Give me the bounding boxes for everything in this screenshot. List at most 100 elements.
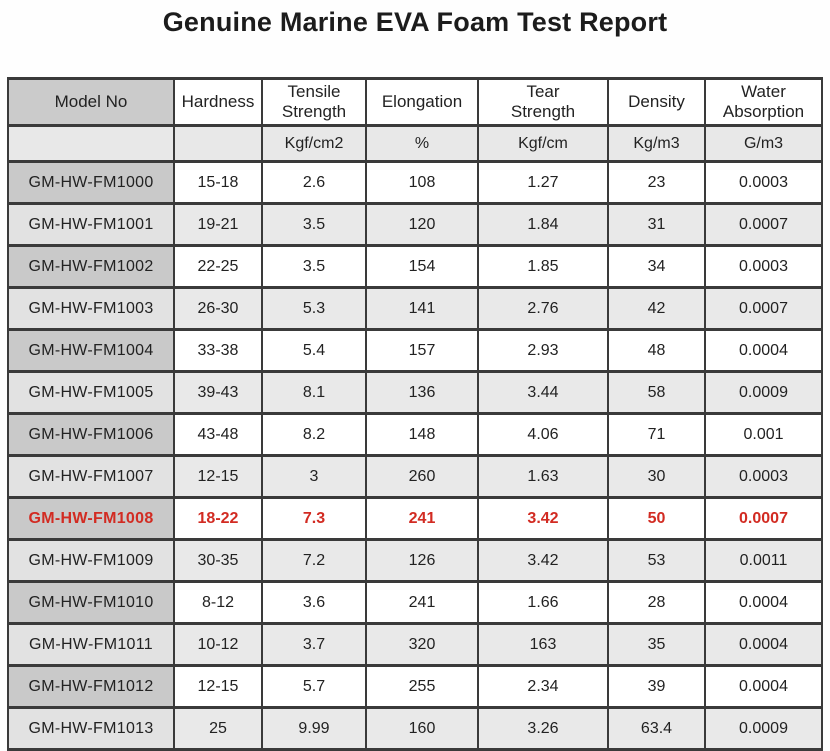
column-header-elongation: Elongation — [365, 77, 479, 127]
unit-cell-tear-strength: Kgf/cm — [477, 124, 609, 163]
cell-hardness: 15-18 — [173, 160, 263, 205]
cell-model-no: GM-HW-FM1009 — [7, 538, 175, 583]
column-header-water-absorption: Water Absorption — [704, 77, 823, 127]
cell-water-absorption: 0.0004 — [704, 622, 823, 667]
cell-elongation: 260 — [365, 454, 479, 499]
cell-water-absorption: 0.0011 — [704, 538, 823, 583]
table-row: GM-HW-FM1007 12-15 3 260 1.63 30 0.0003 — [7, 454, 823, 499]
column-header-tensile-strength: Tensile Strength — [261, 77, 367, 127]
table-row: GM-HW-FM1004 33-38 5.4 157 2.93 48 0.000… — [7, 328, 823, 373]
cell-density: 58 — [607, 370, 706, 415]
cell-hardness: 12-15 — [173, 664, 263, 709]
cell-tear-strength: 1.66 — [477, 580, 609, 625]
table-row: GM-HW-FM1010 8-12 3.6 241 1.66 28 0.0004 — [7, 580, 823, 625]
cell-elongation: 148 — [365, 412, 479, 457]
cell-tensile-strength: 3.6 — [261, 580, 367, 625]
cell-model-no: GM-HW-FM1008 — [7, 496, 175, 541]
cell-water-absorption: 0.0007 — [704, 286, 823, 331]
cell-model-no: GM-HW-FM1001 — [7, 202, 175, 247]
cell-tensile-strength: 9.99 — [261, 706, 367, 751]
cell-tensile-strength: 3.7 — [261, 622, 367, 667]
cell-tear-strength: 4.06 — [477, 412, 609, 457]
cell-tear-strength: 3.42 — [477, 496, 609, 541]
table-row: GM-HW-FM1013 25 9.99 160 3.26 63.4 0.000… — [7, 706, 823, 751]
cell-water-absorption: 0.0003 — [704, 160, 823, 205]
cell-density: 31 — [607, 202, 706, 247]
cell-hardness: 10-12 — [173, 622, 263, 667]
unit-cell-tensile-strength: Kgf/cm2 — [261, 124, 367, 163]
page-title: Genuine Marine EVA Foam Test Report — [162, 7, 668, 37]
unit-cell-density: Kg/m3 — [607, 124, 706, 163]
unit-cell-hardness — [173, 124, 263, 163]
cell-model-no: GM-HW-FM1010 — [7, 580, 175, 625]
cell-hardness: 26-30 — [173, 286, 263, 331]
cell-water-absorption: 0.0009 — [704, 370, 823, 415]
cell-tensile-strength: 7.3 — [261, 496, 367, 541]
cell-water-absorption: 0.0003 — [704, 454, 823, 499]
cell-density: 23 — [607, 160, 706, 205]
cell-density: 63.4 — [607, 706, 706, 751]
cell-tensile-strength: 5.4 — [261, 328, 367, 373]
cell-model-no: GM-HW-FM1012 — [7, 664, 175, 709]
unit-cell-model-no — [7, 124, 175, 163]
table-body: GM-HW-FM1000 15-18 2.6 108 1.27 23 0.000… — [7, 160, 823, 751]
column-header-tear-strength: Tear Strength — [477, 77, 609, 127]
cell-tensile-strength: 3 — [261, 454, 367, 499]
cell-model-no: GM-HW-FM1004 — [7, 328, 175, 373]
cell-hardness: 33-38 — [173, 328, 263, 373]
cell-model-no: GM-HW-FM1013 — [7, 706, 175, 751]
table-row: GM-HW-FM1000 15-18 2.6 108 1.27 23 0.000… — [7, 160, 823, 205]
cell-density: 39 — [607, 664, 706, 709]
cell-density: 42 — [607, 286, 706, 331]
cell-elongation: 108 — [365, 160, 479, 205]
units-row: Kgf/cm2 % Kgf/cm Kg/m3 G/m3 — [7, 124, 823, 163]
table-row: GM-HW-FM1005 39-43 8.1 136 3.44 58 0.000… — [7, 370, 823, 415]
table-row: GM-HW-FM1011 10-12 3.7 320 163 35 0.0004 — [7, 622, 823, 667]
cell-tensile-strength: 5.3 — [261, 286, 367, 331]
cell-tensile-strength: 5.7 — [261, 664, 367, 709]
cell-tear-strength: 163 — [477, 622, 609, 667]
table-header: Model No Hardness Tensile Strength Elong… — [7, 77, 823, 163]
cell-hardness: 8-12 — [173, 580, 263, 625]
cell-water-absorption: 0.0003 — [704, 244, 823, 289]
table-row: GM-HW-FM1009 30-35 7.2 126 3.42 53 0.001… — [7, 538, 823, 583]
cell-tear-strength: 1.84 — [477, 202, 609, 247]
table-row: GM-HW-FM1003 26-30 5.3 141 2.76 42 0.000… — [7, 286, 823, 331]
cell-elongation: 241 — [365, 580, 479, 625]
cell-model-no: GM-HW-FM1000 — [7, 160, 175, 205]
cell-model-no: GM-HW-FM1011 — [7, 622, 175, 667]
cell-elongation: 120 — [365, 202, 479, 247]
cell-hardness: 22-25 — [173, 244, 263, 289]
cell-hardness: 12-15 — [173, 454, 263, 499]
column-header-row: Model No Hardness Tensile Strength Elong… — [7, 77, 823, 127]
table-row: GM-HW-FM1012 12-15 5.7 255 2.34 39 0.000… — [7, 664, 823, 709]
cell-hardness: 18-22 — [173, 496, 263, 541]
cell-water-absorption: 0.0007 — [704, 202, 823, 247]
cell-tear-strength: 1.85 — [477, 244, 609, 289]
cell-tear-strength: 2.76 — [477, 286, 609, 331]
cell-density: 50 — [607, 496, 706, 541]
test-report-table: Model No Hardness Tensile Strength Elong… — [7, 77, 823, 751]
cell-density: 48 — [607, 328, 706, 373]
cell-tear-strength: 3.44 — [477, 370, 609, 415]
cell-elongation: 160 — [365, 706, 479, 751]
cell-tear-strength: 3.42 — [477, 538, 609, 583]
cell-tensile-strength: 8.2 — [261, 412, 367, 457]
cell-density: 35 — [607, 622, 706, 667]
column-header-model-no: Model No — [7, 77, 175, 127]
cell-hardness: 19-21 — [173, 202, 263, 247]
cell-tensile-strength: 2.6 — [261, 160, 367, 205]
cell-tensile-strength: 3.5 — [261, 244, 367, 289]
cell-tear-strength: 2.34 — [477, 664, 609, 709]
table-row: GM-HW-FM1002 22-25 3.5 154 1.85 34 0.000… — [7, 244, 823, 289]
cell-tear-strength: 3.26 — [477, 706, 609, 751]
cell-elongation: 241 — [365, 496, 479, 541]
cell-model-no: GM-HW-FM1005 — [7, 370, 175, 415]
column-header-hardness: Hardness — [173, 77, 263, 127]
cell-elongation: 136 — [365, 370, 479, 415]
cell-model-no: GM-HW-FM1006 — [7, 412, 175, 457]
cell-elongation: 255 — [365, 664, 479, 709]
cell-tensile-strength: 7.2 — [261, 538, 367, 583]
unit-cell-elongation: % — [365, 124, 479, 163]
cell-water-absorption: 0.001 — [704, 412, 823, 457]
